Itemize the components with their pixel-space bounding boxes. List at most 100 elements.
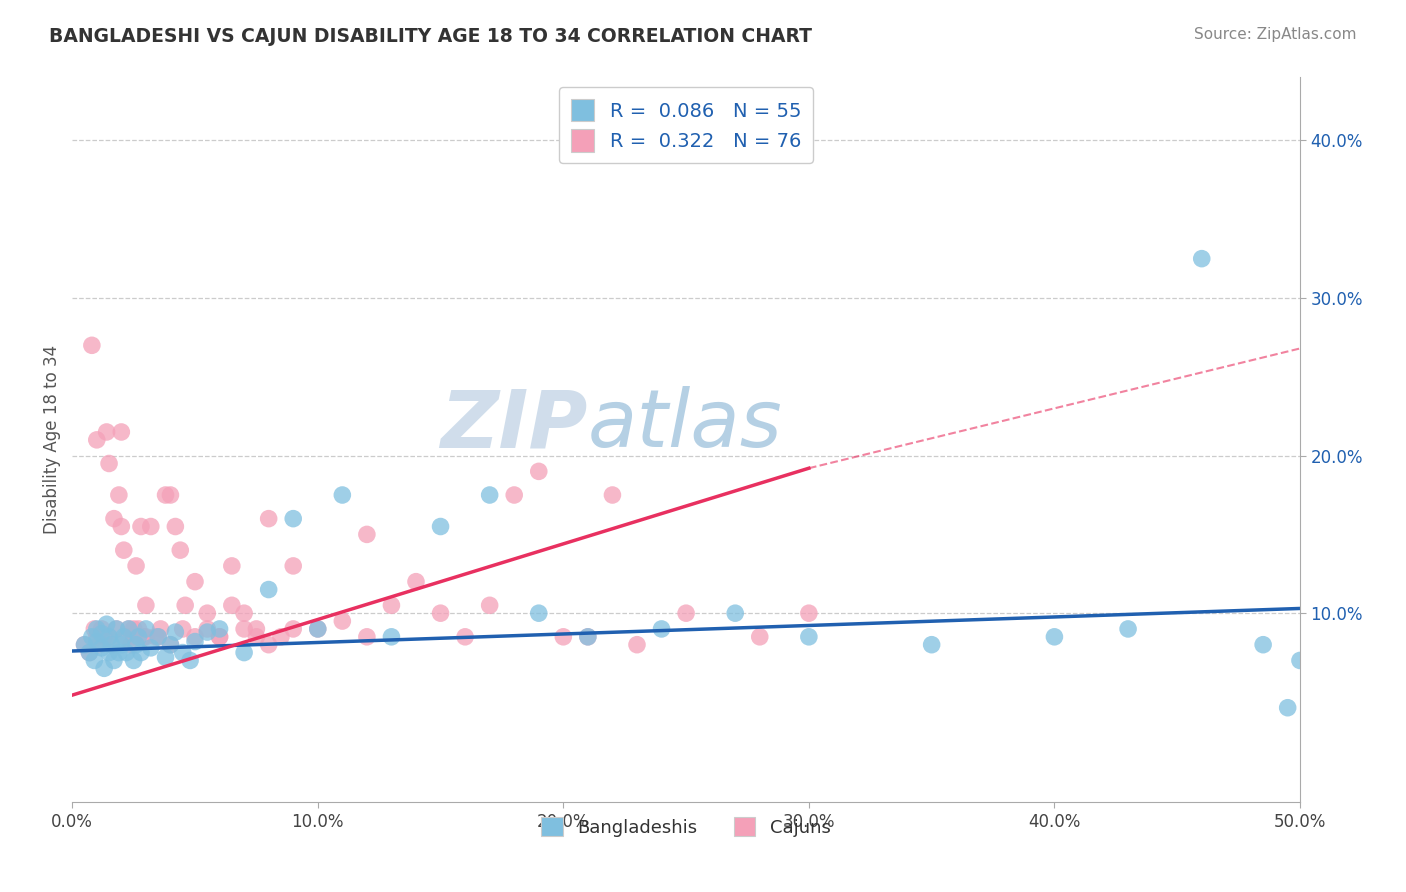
Point — [146, 630, 169, 644]
Point — [149, 622, 172, 636]
Point — [129, 646, 152, 660]
Point — [174, 599, 197, 613]
Point — [83, 653, 105, 667]
Point — [195, 606, 218, 620]
Point — [90, 626, 112, 640]
Point — [90, 640, 112, 655]
Point — [118, 622, 141, 636]
Point — [125, 638, 148, 652]
Point — [122, 630, 145, 644]
Point — [100, 638, 122, 652]
Point — [112, 543, 135, 558]
Point — [405, 574, 427, 589]
Point — [96, 617, 118, 632]
Point — [129, 519, 152, 533]
Point — [257, 511, 280, 525]
Point — [1251, 638, 1274, 652]
Point — [93, 661, 115, 675]
Y-axis label: Disability Age 18 to 34: Disability Age 18 to 34 — [44, 345, 60, 534]
Point — [1191, 252, 1213, 266]
Point — [172, 622, 194, 636]
Point — [98, 457, 121, 471]
Point — [159, 638, 181, 652]
Point — [184, 630, 207, 644]
Point — [80, 630, 103, 644]
Point — [159, 638, 181, 652]
Text: BANGLADESHI VS CAJUN DISABILITY AGE 18 TO 34 CORRELATION CHART: BANGLADESHI VS CAJUN DISABILITY AGE 18 T… — [49, 27, 813, 45]
Point — [86, 433, 108, 447]
Point — [307, 622, 329, 636]
Point — [112, 630, 135, 644]
Point — [797, 630, 820, 644]
Point — [221, 599, 243, 613]
Point — [179, 653, 201, 667]
Point — [245, 622, 267, 636]
Point — [103, 511, 125, 525]
Point — [478, 599, 501, 613]
Point — [146, 630, 169, 644]
Point — [221, 558, 243, 573]
Point — [110, 519, 132, 533]
Point — [356, 630, 378, 644]
Point — [155, 488, 177, 502]
Point — [748, 630, 770, 644]
Point — [380, 599, 402, 613]
Point — [208, 630, 231, 644]
Point — [110, 638, 132, 652]
Point — [478, 488, 501, 502]
Point — [155, 650, 177, 665]
Point — [128, 622, 150, 636]
Point — [165, 625, 187, 640]
Point — [122, 622, 145, 636]
Point — [245, 630, 267, 644]
Point — [105, 622, 128, 636]
Point — [330, 614, 353, 628]
Point — [503, 488, 526, 502]
Point — [86, 630, 108, 644]
Point — [208, 630, 231, 644]
Point — [184, 574, 207, 589]
Point — [257, 638, 280, 652]
Point — [98, 646, 121, 660]
Point — [233, 606, 256, 620]
Point — [139, 519, 162, 533]
Point — [208, 622, 231, 636]
Point — [83, 622, 105, 636]
Point — [86, 634, 108, 648]
Point — [724, 606, 747, 620]
Point — [118, 622, 141, 636]
Point — [135, 599, 157, 613]
Point — [80, 338, 103, 352]
Point — [651, 622, 673, 636]
Point — [1043, 630, 1066, 644]
Point — [169, 543, 191, 558]
Point — [165, 519, 187, 533]
Point — [98, 630, 121, 644]
Point — [797, 606, 820, 620]
Point — [110, 425, 132, 439]
Point — [135, 622, 157, 636]
Point — [429, 519, 451, 533]
Point — [454, 630, 477, 644]
Point — [553, 630, 575, 644]
Point — [195, 625, 218, 640]
Point — [120, 638, 142, 652]
Point — [98, 630, 121, 644]
Point — [576, 630, 599, 644]
Point — [195, 622, 218, 636]
Point — [602, 488, 624, 502]
Point — [108, 488, 131, 502]
Point — [90, 622, 112, 636]
Text: Source: ZipAtlas.com: Source: ZipAtlas.com — [1194, 27, 1357, 42]
Point — [921, 638, 943, 652]
Point — [270, 630, 292, 644]
Point — [79, 646, 101, 660]
Legend: Bangladeshis, Cajuns: Bangladeshis, Cajuns — [534, 810, 838, 844]
Point — [257, 582, 280, 597]
Point — [283, 511, 305, 525]
Point — [283, 622, 305, 636]
Point — [115, 646, 138, 660]
Point — [626, 638, 648, 652]
Point — [145, 630, 167, 644]
Point — [233, 622, 256, 636]
